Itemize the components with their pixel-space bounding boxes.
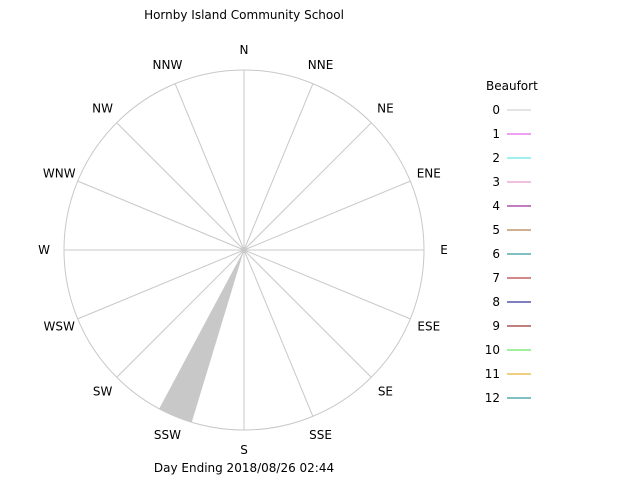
spoke-ne xyxy=(243,122,372,251)
legend-label-1: 1 xyxy=(492,127,500,141)
legend-label-6: 6 xyxy=(492,247,500,261)
direction-label-nne: NNE xyxy=(308,58,334,72)
legend-label-5: 5 xyxy=(492,223,500,237)
direction-label-sw: SW xyxy=(93,384,113,398)
spoke-sw xyxy=(116,249,245,378)
spoke-ese xyxy=(243,249,411,320)
direction-label-ssw: SSW xyxy=(154,428,181,442)
petal-ssw xyxy=(159,250,244,423)
spoke-sse xyxy=(243,249,314,417)
legend-label-10: 10 xyxy=(485,343,500,357)
direction-label-e: E xyxy=(440,243,448,257)
legend-title: Beaufort xyxy=(486,79,538,93)
legend-label-7: 7 xyxy=(492,271,500,285)
spoke-ene xyxy=(243,180,411,251)
direction-label-w: W xyxy=(38,243,50,257)
direction-label-sse: SSE xyxy=(309,428,332,442)
direction-label-ne: NE xyxy=(377,102,394,116)
chart-footer: Day Ending 2018/08/26 02:44 xyxy=(154,461,334,475)
direction-label-ene: ENE xyxy=(417,166,441,180)
petals xyxy=(159,250,244,423)
spoke-nnw xyxy=(174,83,245,251)
direction-label-n: N xyxy=(240,43,249,57)
legend-label-9: 9 xyxy=(492,319,500,333)
chart-title: Hornby Island Community School xyxy=(144,8,344,22)
spoke-wsw xyxy=(77,249,245,320)
direction-label-ese: ESE xyxy=(417,320,440,334)
direction-label-nw: NW xyxy=(92,102,113,116)
spoke-wnw xyxy=(77,180,245,251)
legend-label-3: 3 xyxy=(492,175,500,189)
legend-label-4: 4 xyxy=(492,199,500,213)
direction-label-nnw: NNW xyxy=(153,58,183,72)
direction-label-wnw: WNW xyxy=(43,166,76,180)
legend-label-12: 12 xyxy=(485,391,500,405)
legend-label-11: 11 xyxy=(485,367,500,381)
direction-labels: N NNE NE ENE E ESE SE SSE S SSW SW WSW W WNW NW NNW xyxy=(38,43,448,457)
direction-label-se: SE xyxy=(378,384,393,398)
spoke-nw xyxy=(116,122,245,251)
direction-label-wsw: WSW xyxy=(44,320,75,334)
legend-label-0: 0 xyxy=(492,103,500,117)
legend-label-2: 2 xyxy=(492,151,500,165)
legend-label-8: 8 xyxy=(492,295,500,309)
direction-label-s: S xyxy=(240,443,248,457)
spoke-nne xyxy=(243,83,314,251)
rose-area: N NNE NE ENE E ESE SE SSE S SSW SW WSW W WNW NW NNW xyxy=(38,43,448,457)
spoke-se xyxy=(243,249,372,378)
